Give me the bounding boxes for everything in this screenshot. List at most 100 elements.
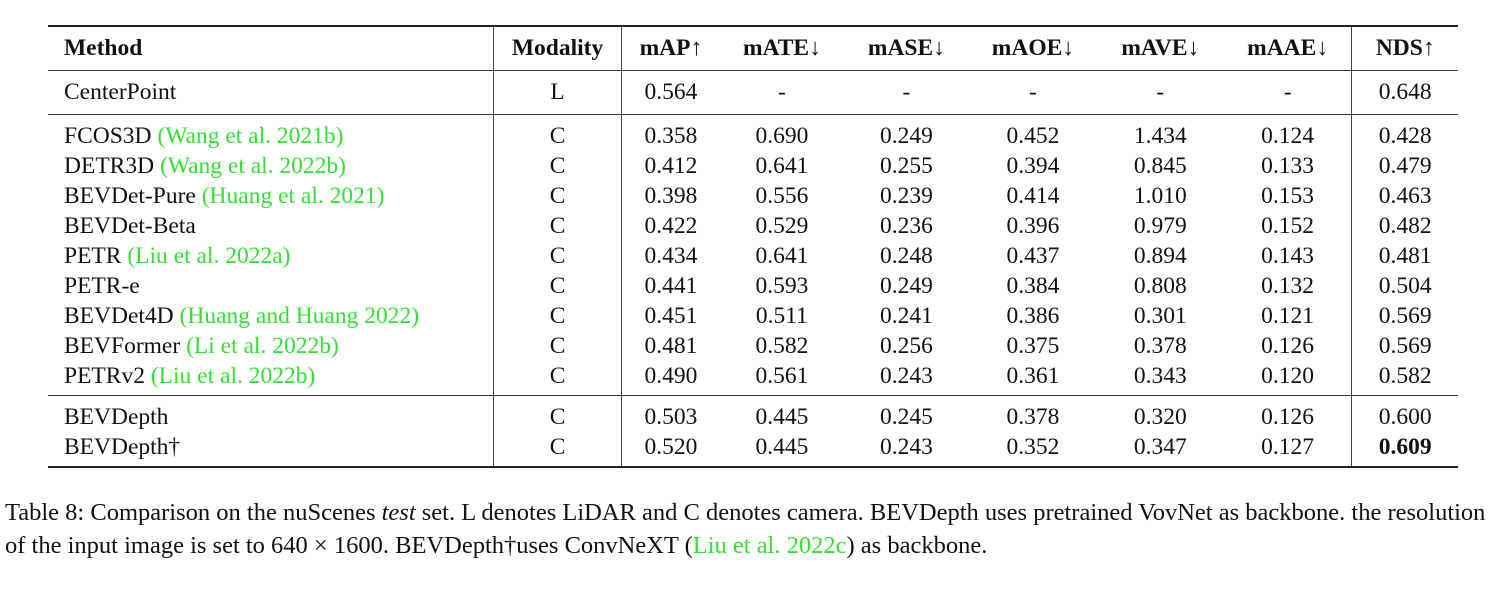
cell-mate: 0.511 — [755, 302, 808, 329]
table-row: BEVDet4D (Huang and Huang 2022) C 0.451 0.5… — [48, 300, 1458, 331]
cell-mave: 0.301 — [1133, 302, 1187, 329]
cell-maae: 0.121 — [1223, 300, 1353, 331]
cell-nds: 0.428 — [1351, 113, 1458, 151]
cell-modality: C — [493, 431, 622, 468]
method-name: BEVDet4D — [64, 302, 174, 329]
cell-mase: 0.241 — [879, 302, 933, 329]
cell-nds: 0.569 — [1378, 302, 1432, 329]
cell-mave: 1.010 — [1133, 182, 1187, 209]
cell-mate: - — [778, 79, 786, 105]
table-row: CenterPoint L 0.564- - - - -0.648 — [48, 70, 1458, 114]
cell-map: 0.441 — [644, 272, 698, 299]
cell-mate: 0.690 — [720, 113, 844, 151]
cell-nds: 0.569 — [1378, 332, 1432, 359]
cell-modality: C — [493, 180, 622, 211]
cell-mate: 0.445 — [720, 394, 844, 432]
cell-mave: 0.979 — [1133, 212, 1187, 239]
method-citation-link[interactable]: (Huang et al. 2021) — [201, 182, 385, 209]
cell-maoe: 0.352 — [969, 431, 1097, 468]
cell-maoe: 0.378 — [969, 394, 1097, 432]
cell-mate: 0.561 — [755, 362, 809, 389]
header-method: Method — [48, 26, 495, 71]
cell-maae: 0.124 — [1223, 113, 1353, 151]
cell-nds: 0.648 — [1378, 79, 1432, 105]
table-row: BEVDet-Beta C 0.422 0.529 0.236 0.396 0.979 0.1… — [48, 210, 1458, 241]
caption-text-1: Table 8: Comparison on the nuScenes — [5, 499, 382, 526]
cell-method: DETR3D (Wang et al. 2022b) — [48, 150, 495, 181]
cell-map: 0.434 — [644, 242, 698, 269]
cell-mave: 0.378 — [1133, 332, 1187, 359]
cell-nds: 0.609 — [1351, 431, 1458, 468]
method-citation-link[interactable]: (Wang et al. 2021b) — [157, 122, 344, 149]
cell-nds: 0.504 — [1378, 272, 1432, 299]
table-header-row: Method Modality mAP↑ mATE↓ mASE↓ mAOE↓ m… — [48, 26, 1458, 71]
cell-mave: 0.845 — [1133, 152, 1187, 179]
cell-map: 0.451 — [644, 302, 698, 329]
cell-mate: 0.641 — [755, 152, 809, 179]
method-name: BEVDepth† — [64, 433, 181, 460]
cell-nds: 0.600 — [1351, 394, 1458, 432]
table-caption: Table 8: Comparison on the nuScenes test… — [5, 496, 1505, 562]
cell-nds: 0.482 — [1378, 212, 1432, 239]
table-row: PETRv2 (Liu et al. 2022b) C 0.490 0.561 0.24… — [48, 360, 1458, 395]
cell-mase: 0.239 — [879, 182, 933, 209]
method-citation-link[interactable]: (Liu et al. 2022a) — [127, 242, 291, 269]
table-row: PETR (Liu et al. 2022a) C 0.434 0.641 0.248 0… — [48, 240, 1458, 271]
method-name: CenterPoint — [64, 79, 177, 105]
cell-mate: 0.641 — [755, 242, 809, 269]
header-modality: Modality — [493, 26, 622, 71]
table-row: BEVDet-Pure (Huang et al. 2021) C 0.398 0.5… — [48, 180, 1458, 211]
header-mase: mASE↓ — [843, 26, 969, 71]
method-citation-link[interactable]: (Li et al. 2022b) — [186, 332, 339, 359]
cell-mase: - — [902, 79, 911, 105]
cell-maoe: 0.386 — [1006, 302, 1060, 329]
cell-maoe: 0.396 — [1006, 212, 1060, 239]
cell-modality: L — [493, 70, 622, 114]
method-name: BEVDet-Beta — [64, 212, 196, 239]
caption-text-3: ) as backbone. — [846, 532, 988, 559]
method-citation-link[interactable]: (Liu et al. 2022b) — [150, 362, 316, 389]
header-nds: NDS↑ — [1351, 26, 1458, 71]
cell-mave: 0.347 — [1096, 431, 1224, 468]
cell-mase: 0.243 — [879, 362, 933, 389]
cell-maoe: 0.452 — [969, 113, 1097, 151]
cell-map: 0.481 — [644, 332, 698, 359]
cell-mase: 0.245 — [843, 394, 969, 432]
cell-maoe: 0.414 — [1006, 182, 1060, 209]
cell-modality: C — [493, 113, 622, 151]
cell-mate: 0.582 — [755, 332, 809, 359]
cell-modality: C — [493, 270, 622, 301]
cell-nds: 0.481 — [1378, 242, 1432, 269]
cell-mave: - — [1156, 79, 1165, 105]
method-name: PETR-e — [64, 272, 140, 299]
cell-maoe: 0.437 — [1006, 242, 1060, 269]
method-citation-link[interactable]: (Wang et al. 2022b) — [159, 152, 347, 179]
cell-maae: 0.120 — [1223, 360, 1353, 395]
cell-maoe: 0.361 — [1006, 362, 1060, 389]
cell-maoe: 0.394 — [1006, 152, 1060, 179]
cell-maoe: - — [1029, 79, 1037, 105]
cell-mave: 0.808 — [1133, 272, 1187, 299]
method-name: BEVDepth — [64, 403, 169, 430]
cell-modality: C — [493, 240, 622, 271]
cell-maae: 0.152 — [1223, 210, 1353, 241]
table-row: PETR-e C 0.441 0.593 0.249 0.384 0.808 0.132 0.5… — [48, 270, 1458, 301]
cell-modality: C — [493, 300, 622, 331]
caption-citation-link[interactable]: Liu et al. 2022c — [692, 532, 847, 559]
cell-maae: 0.132 — [1223, 270, 1353, 301]
cell-method: FCOS3D (Wang et al. 2021b) — [48, 113, 495, 151]
method-citation-link[interactable]: (Huang and Huang 2022) — [179, 302, 420, 329]
cell-map: 0.490 — [644, 362, 698, 389]
method-name: FCOS3D — [64, 122, 152, 149]
cell-mase: 0.249 — [879, 272, 933, 299]
header-maae: mAAE↓ — [1223, 26, 1353, 71]
table-body: CenterPoint L 0.564- - - - -0.648 FCOS3D (Wang … — [48, 70, 1458, 468]
cell-maae: 0.133 — [1223, 150, 1353, 181]
cell-mave: 0.320 — [1096, 394, 1224, 432]
cell-mave: 0.343 — [1133, 362, 1187, 389]
cell-maae: 0.126 — [1223, 330, 1353, 361]
cell-map: 0.503 — [621, 394, 721, 432]
cell-maae: 0.143 — [1223, 240, 1353, 271]
header-mate: mATE↓ — [720, 26, 844, 71]
